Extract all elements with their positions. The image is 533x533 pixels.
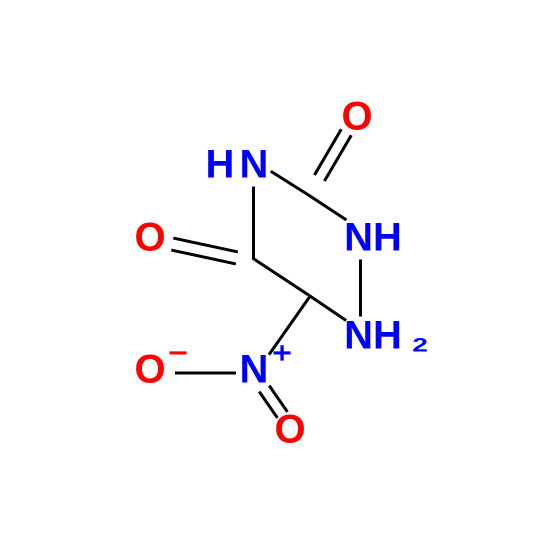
bond: [252, 187, 255, 260]
atom-Np: N: [240, 348, 269, 393]
atom-N1: N: [240, 143, 269, 188]
bond: [323, 135, 353, 183]
bond: [359, 260, 362, 317]
atom-Om: O: [134, 348, 165, 393]
bond: [308, 194, 348, 222]
atom-O2: O: [134, 216, 165, 261]
atom-O1: O: [341, 95, 372, 140]
bond: [308, 294, 347, 321]
atom-NH2s: ₂: [411, 316, 429, 361]
atom-Omm: ⁻: [167, 337, 188, 383]
atom-Npp: ⁺: [271, 337, 292, 383]
atom-H1: H: [206, 143, 235, 188]
bond: [313, 128, 343, 176]
bond: [270, 170, 310, 197]
atom-NH2: NH: [344, 314, 402, 359]
bond: [252, 257, 310, 296]
atom-NH1: NH: [344, 216, 402, 261]
atom-O3: O: [274, 408, 305, 453]
